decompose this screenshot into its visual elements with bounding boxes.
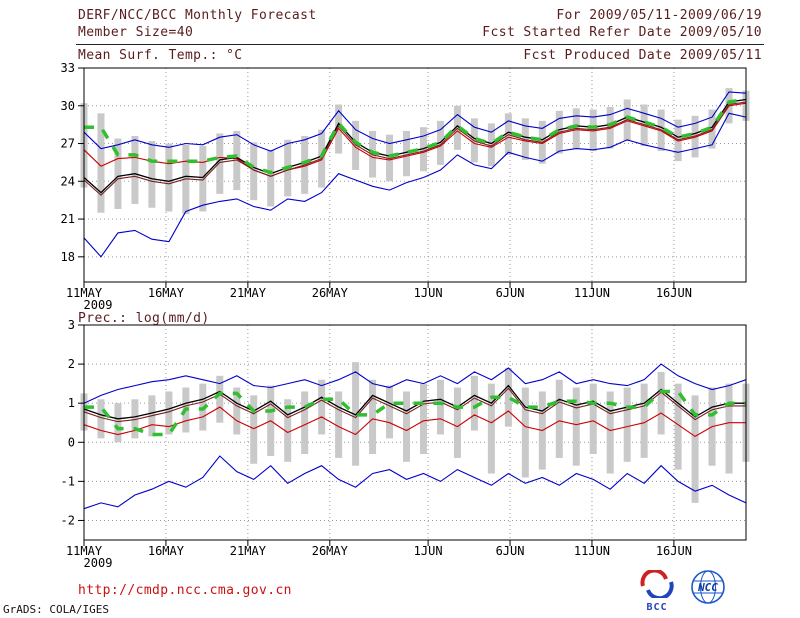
temperature-frame: [83, 67, 747, 283]
page-title: DERF/NCC/BCC Monthly Forecast: [78, 8, 317, 23]
temperature-ytick-label: 33: [61, 61, 75, 75]
precipitation-ensemble-max-line: [83, 363, 747, 404]
temperature-ytick-label: 30: [61, 99, 75, 113]
bcc-logo-red-swirl: [640, 568, 668, 587]
precipitation-ytick-label: 1: [68, 396, 75, 410]
precipitation-ytick-label: 0: [68, 435, 75, 449]
temperature-axes: 18 21 24 27 30 33 11MAY 16MAY 21MAY 26MAY 1JUN 6JUN…: [61, 61, 692, 312]
temperature-ensemble-min-line: [83, 112, 747, 258]
temperature-ensemble-max-line: [83, 91, 747, 152]
bcc-logo-label: BCC: [646, 602, 668, 613]
ncc-logo-meridian: [700, 570, 716, 604]
precipitation-xtick-label: 1JUN: [414, 544, 443, 558]
precipitation-frame: [83, 324, 747, 541]
temperature-xtick-label: 11JUN: [574, 286, 610, 300]
fcst-produced-date: Fcst Produced Date 2009/05/11: [523, 48, 762, 63]
temperature-reference-dashed-line: [84, 97, 747, 175]
temperature-secondary-mean-line: [83, 101, 747, 196]
bcc-logo-mark: [640, 568, 674, 601]
precipitation-ensemble-mean-line: [83, 384, 746, 420]
temperature-ytick-label: 24: [61, 174, 75, 188]
bcc-logo-blue-swirl: [646, 581, 674, 601]
precipitation-xtick-label: 21MAY: [230, 544, 267, 558]
bcc-logo: BCC: [634, 568, 680, 613]
precipitation-ytick-label: 3: [68, 318, 75, 332]
ncc-logo: NCC: [684, 567, 732, 613]
temperature-xtick-label: 6JUN: [496, 286, 525, 300]
header-divider: [76, 44, 764, 45]
ncc-logo-mark: NCC: [691, 570, 725, 604]
precipitation-xtick-label: 11MAY: [66, 544, 103, 558]
precipitation-xtick-label: 6JUN: [496, 544, 525, 558]
precipitation-control-run-line: [83, 406, 746, 438]
temperature-xtick-label: 26MAY: [312, 286, 349, 300]
precipitation-x-year-label: 2009: [84, 556, 113, 570]
precipitation-ytick-label: -1: [61, 474, 75, 488]
precip-panel-label: Prec.: log(mm/d): [78, 311, 210, 326]
temperature-xtick-label: 21MAY: [230, 286, 267, 300]
precipitation-xtick-label: 16MAY: [148, 544, 185, 558]
ncc-logo-label: NCC: [697, 581, 718, 594]
precipitation-chart: -2 -1 0 1 2 3 11MAY 16MAY 21MAY 26MAY 1JUN 6JUN 11JU…: [61, 318, 750, 570]
precipitation-xtick-label: 11JUN: [574, 544, 610, 558]
temperature-ytick-label: 18: [61, 250, 75, 264]
temperature-x-year-label: 2009: [84, 298, 113, 312]
fcst-refer-date: Fcst Started Refer Date 2009/05/10: [482, 25, 762, 40]
temperature-xtick-label: 1JUN: [414, 286, 443, 300]
temperature-chart: 18 21 24 27 30 33 11MAY 16MAY 21MAY 26MAY 1JUN 6JUN…: [61, 61, 750, 312]
precipitation-axes: -2 -1 0 1 2 3 11MAY 16MAY 21MAY 26MAY 1JUN 6JUN 11JU…: [61, 318, 692, 570]
temp-panel-label: Mean Surf. Temp.: °C: [78, 48, 243, 63]
temperature-xtick-label: 11MAY: [66, 286, 103, 300]
precipitation-ytick-label: 2: [68, 357, 75, 371]
precipitation-ytick-label: -2: [61, 513, 75, 527]
precipitation-xtick-label: 26MAY: [312, 544, 349, 558]
grads-stamp: GrADS: COLA/IGES: [3, 603, 109, 616]
precipitation-reference-dashed-line: [84, 389, 746, 437]
temperature-ytick-label: 27: [61, 137, 75, 151]
precipitation-xtick-label: 16JUN: [656, 544, 692, 558]
temperature-ytick-label: 21: [61, 212, 75, 226]
temperature-xtick-label: 16MAY: [148, 286, 185, 300]
temperature-xtick-label: 16JUN: [656, 286, 692, 300]
precipitation-ensemble-min-line: [83, 455, 747, 510]
source-url: http://cmdp.ncc.cma.gov.cn: [78, 583, 292, 598]
forecast-range: For 2009/05/11-2009/06/19: [556, 8, 762, 23]
member-size: Member Size=40: [78, 25, 194, 40]
